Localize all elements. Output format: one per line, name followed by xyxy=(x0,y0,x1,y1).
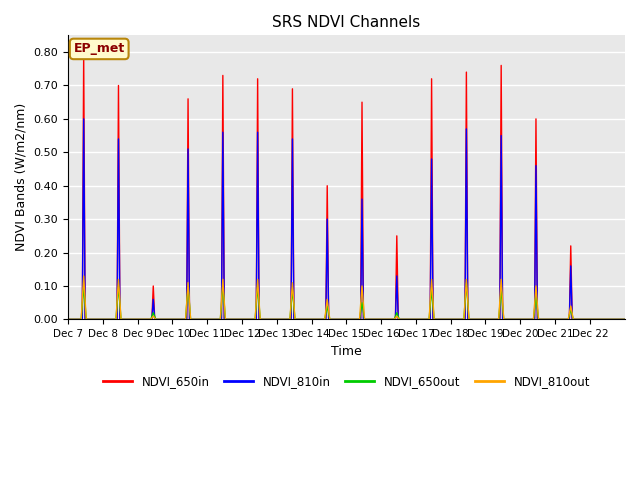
NDVI_810in xyxy=(507,316,515,322)
Line: NDVI_650in: NDVI_650in xyxy=(68,55,625,319)
NDVI_650out xyxy=(463,280,470,286)
NDVI_810out xyxy=(507,316,515,322)
NDVI_650out xyxy=(266,316,273,322)
Title: SRS NDVI Channels: SRS NDVI Channels xyxy=(272,15,420,30)
NDVI_810out xyxy=(418,316,426,322)
NDVI_810out xyxy=(266,316,273,322)
NDVI_810in xyxy=(92,316,100,322)
NDVI_650in xyxy=(507,316,515,322)
NDVI_650in xyxy=(418,316,426,322)
NDVI_810in xyxy=(394,293,401,299)
NDVI_810in xyxy=(64,316,72,322)
Text: EP_met: EP_met xyxy=(74,42,125,55)
NDVI_650out xyxy=(507,316,515,322)
NDVI_650in xyxy=(266,316,273,322)
Legend: NDVI_650in, NDVI_810in, NDVI_650out, NDVI_810out: NDVI_650in, NDVI_810in, NDVI_650out, NDV… xyxy=(98,371,595,393)
Line: NDVI_810out: NDVI_810out xyxy=(68,276,625,319)
NDVI_810out xyxy=(92,316,100,322)
NDVI_810in xyxy=(80,116,88,122)
NDVI_650out xyxy=(477,316,484,322)
NDVI_650in xyxy=(64,316,72,322)
Y-axis label: NDVI Bands (W/m2/nm): NDVI Bands (W/m2/nm) xyxy=(15,103,28,252)
NDVI_650in xyxy=(92,316,100,322)
NDVI_810in xyxy=(418,316,426,322)
NDVI_650out xyxy=(621,316,628,322)
NDVI_810in xyxy=(266,316,273,322)
Line: NDVI_650out: NDVI_650out xyxy=(68,283,625,319)
NDVI_810in xyxy=(621,316,628,322)
NDVI_650in xyxy=(477,316,484,322)
NDVI_650out xyxy=(418,316,426,322)
NDVI_650out xyxy=(394,312,401,317)
NDVI_650out xyxy=(92,316,100,322)
NDVI_810out xyxy=(64,316,72,322)
Line: NDVI_810in: NDVI_810in xyxy=(68,119,625,319)
NDVI_810out xyxy=(80,273,88,279)
NDVI_810in xyxy=(477,316,484,322)
NDVI_650in xyxy=(621,316,628,322)
NDVI_810out xyxy=(477,316,484,322)
NDVI_650out xyxy=(64,316,72,322)
NDVI_810out xyxy=(394,314,401,320)
NDVI_650in xyxy=(394,271,401,276)
X-axis label: Time: Time xyxy=(331,345,362,358)
NDVI_650in xyxy=(80,52,88,58)
NDVI_810out xyxy=(621,316,628,322)
